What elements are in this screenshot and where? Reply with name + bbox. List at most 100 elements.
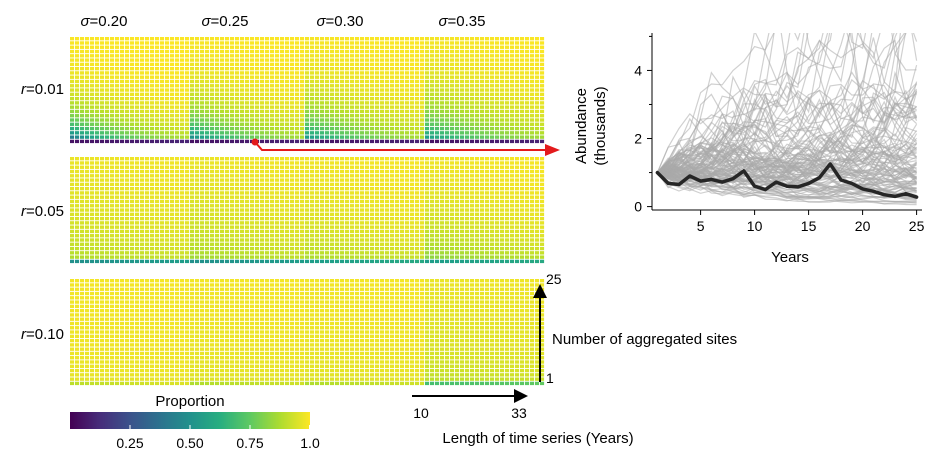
heatmap-cell — [455, 139, 460, 144]
heatmap-cell — [215, 58, 220, 62]
heatmap-cell — [430, 259, 435, 264]
heatmap-cell — [365, 238, 370, 242]
heatmap-cell — [115, 62, 120, 67]
heatmap-cell — [500, 208, 505, 212]
heatmap-cell — [470, 88, 475, 92]
heatmap-cell — [495, 169, 500, 174]
heatmap-cell — [85, 182, 90, 187]
heatmap-cell — [480, 62, 485, 67]
heatmap-cell — [310, 92, 315, 97]
heatmap-cell — [335, 246, 340, 251]
heatmap-cell — [450, 105, 455, 109]
heatmap-cell — [310, 79, 315, 84]
heatmap-cell — [80, 165, 85, 169]
heatmap-cell — [445, 88, 450, 92]
heatmap-cell — [295, 79, 300, 84]
heatmap-cell — [385, 54, 390, 58]
heatmap-cell — [125, 161, 130, 165]
heatmap-cell — [520, 84, 525, 88]
heatmap-cell — [415, 37, 420, 41]
heatmap-cell — [300, 191, 305, 195]
heatmap-cell — [350, 84, 355, 88]
heatmap-cell — [390, 49, 395, 54]
heatmap-cell — [305, 229, 310, 234]
heatmap-cell — [145, 122, 150, 126]
heatmap-cell — [155, 238, 160, 242]
heatmap-cell — [230, 139, 235, 144]
heatmap-cell — [345, 174, 350, 178]
heatmap-cell — [150, 165, 155, 169]
heatmap-cell — [285, 66, 290, 71]
heatmap-cell — [525, 45, 530, 49]
heatmap-cell — [180, 208, 185, 212]
heatmap-cell — [200, 109, 205, 114]
heatmap-cell — [395, 71, 400, 75]
heatmap-cell — [390, 139, 395, 144]
heatmap-cell — [495, 105, 500, 109]
heatmap-cell — [160, 118, 165, 122]
heatmap-cell — [250, 251, 255, 255]
heatmap-cell — [330, 246, 335, 251]
heatmap-cell — [180, 212, 185, 217]
heatmap-cell — [455, 157, 460, 161]
heatmap-cell — [80, 71, 85, 75]
heatmap-cell — [525, 92, 530, 97]
heatmap-cell — [305, 114, 310, 118]
heatmap-cell — [240, 75, 245, 79]
heatmap-cell — [405, 186, 410, 191]
heatmap-cell — [230, 169, 235, 174]
heatmap-cell — [280, 238, 285, 242]
heatmap-cell — [540, 161, 545, 165]
heatmap-cell — [500, 234, 505, 238]
heatmap-cell — [420, 157, 425, 161]
heatmap-cell — [130, 122, 135, 126]
heatmap-cell — [460, 62, 465, 67]
heatmap-cell — [280, 58, 285, 62]
heatmap-cell — [290, 135, 295, 139]
heatmap-cell — [155, 62, 160, 67]
heatmap-cell — [375, 161, 380, 165]
heatmap-cell — [165, 79, 170, 84]
heatmap-cell — [110, 131, 115, 135]
heatmap-cell — [85, 279, 90, 283]
heatmap-cell — [520, 182, 525, 187]
heatmap-cell — [345, 71, 350, 75]
heatmap-cell — [190, 212, 195, 217]
heatmap-cell — [250, 37, 255, 41]
heatmap-cell — [385, 229, 390, 234]
heatmap-cell — [140, 182, 145, 187]
heatmap-cell — [125, 71, 130, 75]
heatmap-cell — [430, 161, 435, 165]
heatmap-cell — [345, 255, 350, 259]
heatmap-cell — [480, 251, 485, 255]
heatmap-cell — [365, 204, 370, 208]
heatmap-cell — [500, 66, 505, 71]
heatmap-cell — [255, 84, 260, 88]
heatmap-cell — [310, 101, 315, 105]
heatmap-cell — [310, 126, 315, 131]
heatmap-cell — [370, 251, 375, 255]
heatmap-cell — [415, 96, 420, 101]
heatmap-cell — [430, 79, 435, 84]
heatmap-cell — [485, 238, 490, 242]
heatmap-cell — [295, 195, 300, 199]
heatmap-cell — [280, 225, 285, 229]
heatmap-cell — [515, 58, 520, 62]
heatmap-cell — [145, 37, 150, 41]
heatmap-cell — [335, 45, 340, 49]
heatmap-cell — [515, 251, 520, 255]
heatmap-cell — [490, 238, 495, 242]
heatmap-cell — [120, 204, 125, 208]
heatmap-cell — [315, 54, 320, 58]
heatmap-cell — [415, 122, 420, 126]
heatmap-cell — [540, 135, 545, 139]
heatmap-cell — [140, 216, 145, 221]
heatmap-cell — [525, 96, 530, 101]
heatmap-cell — [400, 54, 405, 58]
heatmap-cell — [400, 84, 405, 88]
heatmap-cell — [385, 79, 390, 84]
heatmap-cell — [225, 208, 230, 212]
heatmap-cell — [125, 169, 130, 174]
heatmap-cell — [175, 251, 180, 255]
heatmap-cell — [435, 49, 440, 54]
